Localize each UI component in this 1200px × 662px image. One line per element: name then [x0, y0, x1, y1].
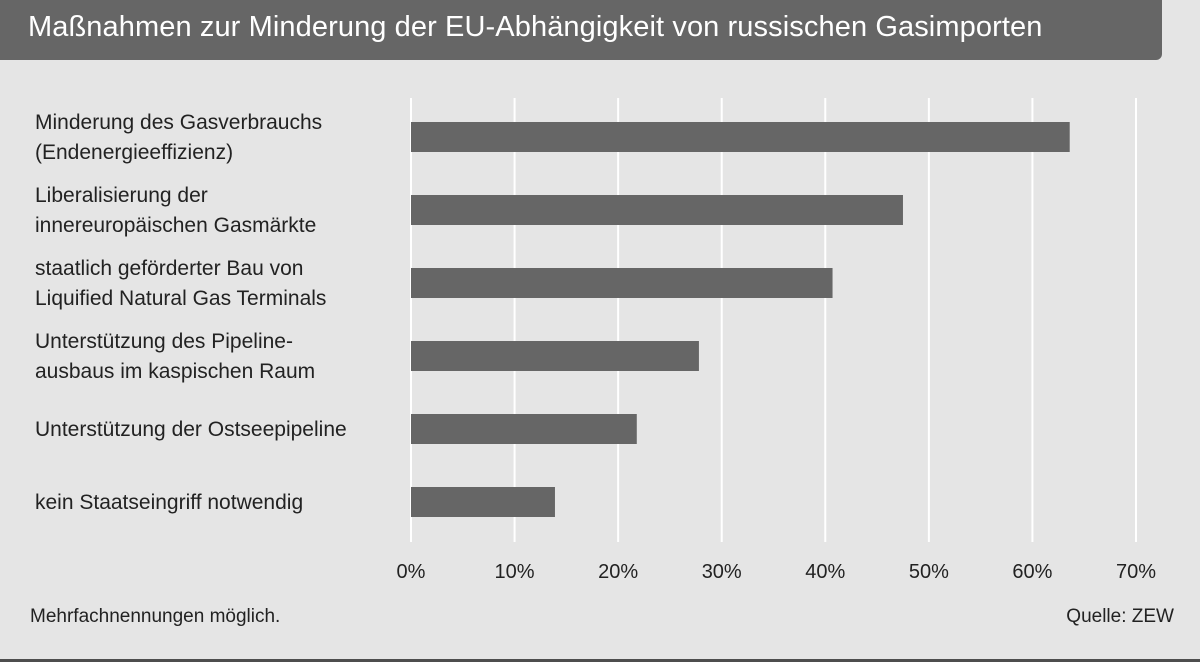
- category-label: Unterstützung des Pipeline-ausbaus im ka…: [35, 330, 315, 383]
- category-label-line: Unterstützung des Pipeline-: [35, 330, 293, 353]
- bar: [411, 414, 637, 444]
- grid-lines: [410, 98, 1137, 542]
- x-tick-label: 10%: [495, 561, 535, 583]
- x-tick-label: 30%: [702, 561, 742, 583]
- bar: [411, 268, 833, 298]
- source-label: Quelle: ZEW: [1066, 606, 1174, 627]
- category-label: Minderung des Gasverbrauchs (Endenergieef…: [35, 111, 322, 164]
- category-label-line: Minderung des Gasverbrauchs: [35, 111, 322, 134]
- category-label-line: Liquified Natural Gas Terminals: [35, 287, 326, 310]
- x-tick-label: 20%: [598, 561, 638, 583]
- bars: [411, 122, 1070, 517]
- category-label-line: kein Staatseingriff notwendig: [35, 491, 303, 514]
- x-tick-label: 40%: [805, 561, 845, 583]
- category-label: kein Staatseingriff notwendig: [35, 491, 303, 514]
- category-label-line: ausbaus im kaspischen Raum: [35, 360, 315, 383]
- x-tick-labels: 0% 10% 20% 30% 40% 50% 60% 70%: [397, 561, 1157, 583]
- bar: [411, 195, 903, 225]
- category-label-line: Liberalisierung der: [35, 184, 208, 207]
- category-label-line: Unterstützung der Ostseepipeline: [35, 418, 347, 441]
- title-bar: Maßnahmen zur Minderung der EU-Abhängigk…: [0, 0, 1162, 60]
- category-label: Liberalisierung der innereuropäischen Gas…: [35, 184, 316, 237]
- bar-chart: Minderung des Gasverbrauchs (Endenergieef…: [35, 98, 1157, 583]
- bar: [411, 487, 555, 517]
- x-tick-label: 50%: [909, 561, 949, 583]
- footnote: Mehrfachnennungen möglich.: [30, 606, 281, 627]
- bar: [411, 122, 1070, 152]
- x-tick-label: 0%: [397, 561, 426, 583]
- category-label-line: innereuropäischen Gasmärkte: [35, 214, 316, 237]
- chart-title: Maßnahmen zur Minderung der EU-Abhängigk…: [28, 11, 1043, 43]
- category-label: Unterstützung der Ostseepipeline: [35, 418, 347, 441]
- category-label: staatlich geförderter Bau von Liquified N…: [35, 257, 326, 310]
- x-tick-label: 70%: [1116, 561, 1156, 583]
- bottom-rule: [0, 659, 1200, 662]
- category-label-line: (Endenergieeffizienz): [35, 141, 233, 164]
- category-labels: Minderung des Gasverbrauchs (Endenergieef…: [35, 111, 347, 514]
- category-label-line: staatlich geförderter Bau von: [35, 257, 304, 280]
- bar: [411, 341, 699, 371]
- x-tick-label: 60%: [1012, 561, 1052, 583]
